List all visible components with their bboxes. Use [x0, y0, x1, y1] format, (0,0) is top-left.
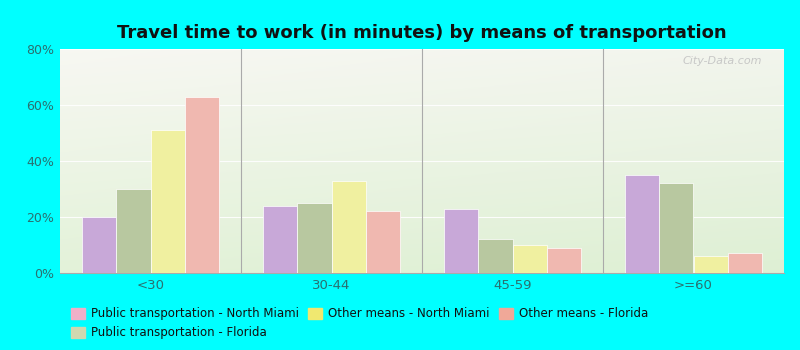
Bar [297, 203, 331, 273]
Legend: Public transportation - North Miami, Public transportation - Florida, Other mean: Public transportation - North Miami, Pub… [66, 303, 653, 344]
Bar [185, 97, 219, 273]
Bar [262, 206, 297, 273]
Bar [728, 253, 762, 273]
Bar [116, 189, 150, 273]
Bar [331, 181, 366, 273]
Bar [444, 209, 478, 273]
Title: Travel time to work (in minutes) by means of transportation: Travel time to work (in minutes) by mean… [117, 24, 727, 42]
Bar [366, 211, 400, 273]
Bar [547, 248, 582, 273]
Bar [478, 239, 513, 273]
Bar [694, 256, 728, 273]
Text: City-Data.com: City-Data.com [682, 56, 762, 66]
Bar [513, 245, 547, 273]
Bar [82, 217, 116, 273]
Bar [150, 130, 185, 273]
Bar [625, 175, 659, 273]
Bar [659, 183, 694, 273]
